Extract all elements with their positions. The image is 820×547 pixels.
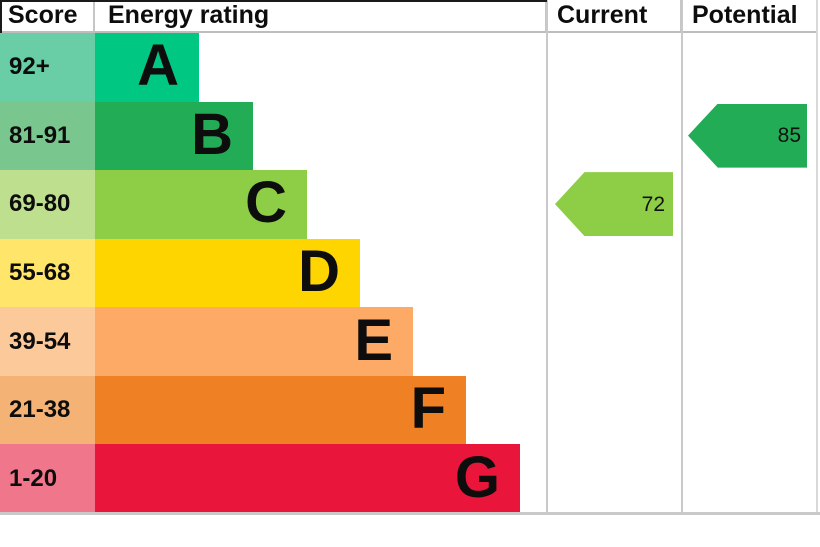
header-score: Score: [0, 0, 95, 31]
band-bar: B: [95, 101, 253, 171]
band-row-c: 69-80 C: [0, 170, 820, 239]
score-cell: 69-80: [0, 170, 95, 239]
band-rows: 92+ A 81-91 B 69-80 C 55-68 D 39-54: [0, 33, 820, 514]
band-letter: E: [354, 307, 393, 373]
potential-rating-arrow: 85: [688, 103, 807, 168]
band-bar: G: [95, 444, 520, 514]
score-cell: 92+: [0, 33, 95, 102]
score-cell: 21-38: [0, 375, 95, 445]
band-bar: A: [95, 33, 199, 102]
current-column-divider: [546, 0, 548, 513]
header-row: Score Energy rating Current Potential: [0, 0, 818, 33]
band-row-f: 21-38 F: [0, 375, 820, 445]
score-cell: 39-54: [0, 307, 95, 376]
score-cell: 1-20: [0, 444, 95, 514]
header-top-border: [0, 0, 547, 2]
potential-column-divider: [681, 0, 683, 513]
band-row-e: 39-54 E: [0, 307, 820, 376]
band-letter: A: [137, 33, 179, 99]
score-cell: 81-91: [0, 101, 95, 171]
band-letter: C: [245, 170, 287, 236]
header-energy-rating: Energy rating: [108, 1, 270, 29]
band-bar: C: [95, 170, 307, 239]
header-left-border: [0, 0, 2, 33]
band-letter: D: [298, 239, 340, 305]
band-bar: D: [95, 238, 360, 308]
band-letter: B: [191, 101, 233, 167]
table-bottom-border: [0, 512, 820, 515]
potential-rating-value: 85: [777, 124, 801, 148]
current-rating-arrow: 72: [555, 172, 673, 237]
band-row-a: 92+ A: [0, 33, 820, 102]
band-letter: G: [454, 444, 500, 510]
score-cell: 55-68: [0, 238, 95, 308]
current-rating-value: 72: [641, 192, 665, 216]
band-row-d: 55-68 D: [0, 238, 820, 308]
band-bar: E: [95, 307, 413, 376]
band-bar: F: [95, 375, 466, 445]
band-row-b: 81-91 B: [0, 101, 820, 171]
table-right-border: [816, 0, 818, 513]
band-letter: F: [410, 376, 446, 442]
header-current: Current: [545, 0, 680, 31]
header-potential: Potential: [680, 0, 816, 31]
band-row-g: 1-20 G: [0, 444, 820, 514]
